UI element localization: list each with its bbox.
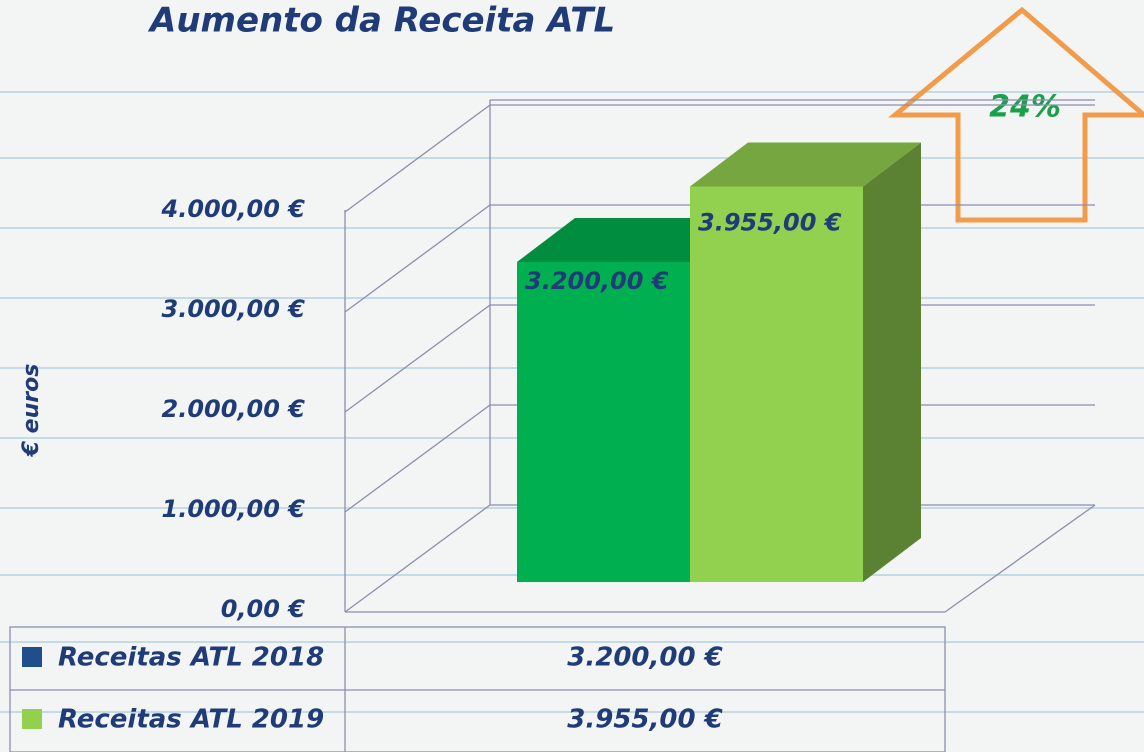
legend-swatch xyxy=(22,647,42,667)
data-table xyxy=(9,626,946,752)
legend-label: Receitas ATL 2019 xyxy=(58,705,324,735)
annotation: 24% xyxy=(989,90,1061,125)
grid-line xyxy=(344,104,1095,213)
floor-right xyxy=(944,504,1096,613)
y-tick-label: 1.000,00 € xyxy=(162,495,306,523)
y-tick-label: 4.000,00 € xyxy=(161,195,306,223)
bar-top xyxy=(690,142,921,187)
legend-label: Receitas ATL 2018 xyxy=(58,643,324,673)
bar xyxy=(690,186,863,582)
bar xyxy=(517,262,690,582)
y-tick-label: 0,00 € xyxy=(221,595,306,623)
data-label: 3.955,00 € xyxy=(698,209,842,237)
y-tick-label: 3.000,00 € xyxy=(162,295,306,323)
legend-swatch xyxy=(22,709,42,729)
chart-title: Aumento da Receita ATL xyxy=(147,1,615,41)
bar-side xyxy=(863,142,921,582)
y-tick-label: 2.000,00 € xyxy=(162,395,306,423)
y-axis-label: € euros xyxy=(19,364,44,458)
table-value: 3.955,00 € xyxy=(567,705,722,735)
increase-arrow xyxy=(888,6,1144,223)
plot-area xyxy=(344,99,1096,613)
table-value: 3.200,00 € xyxy=(567,643,722,673)
data-label: 3.200,00 € xyxy=(525,267,669,295)
